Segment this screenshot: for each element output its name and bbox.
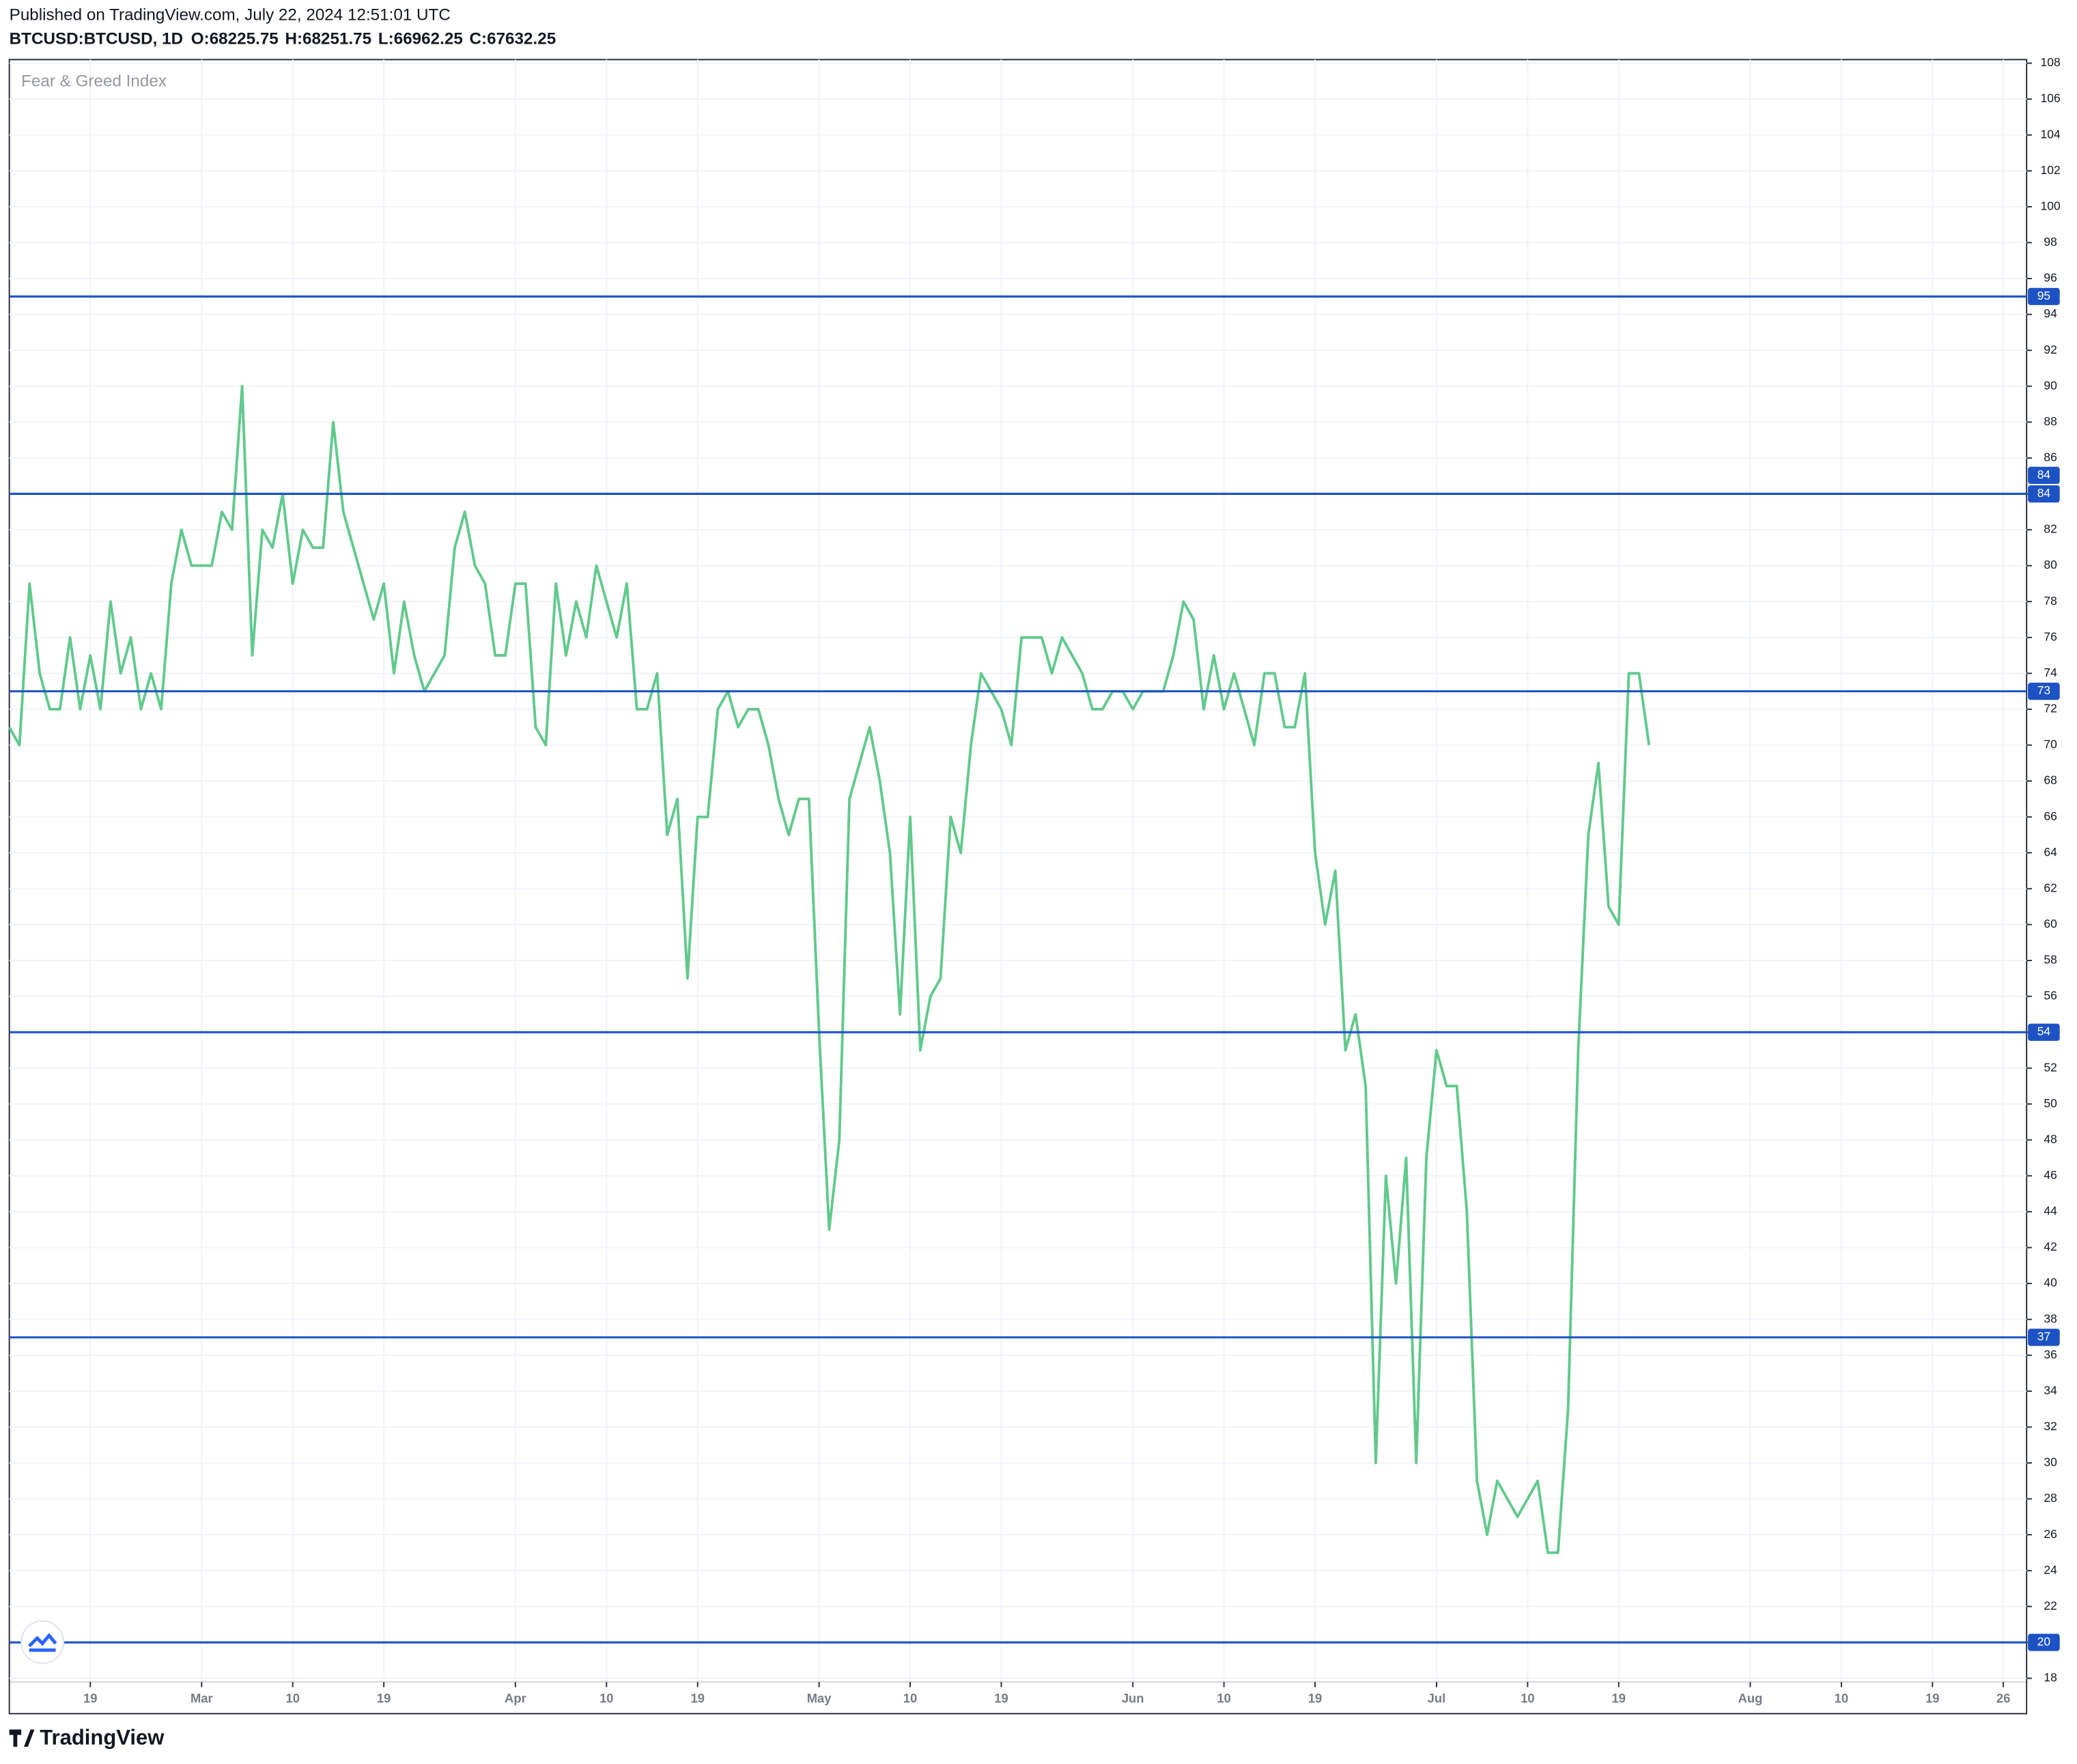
y-tick-label: 102 xyxy=(2041,163,2061,177)
y-tick-label: 72 xyxy=(2044,702,2057,715)
y-tick-label: 46 xyxy=(2044,1168,2057,1182)
footer-logo: TradingView xyxy=(9,1725,165,1749)
y-tick-label: 34 xyxy=(2044,1383,2057,1397)
x-tick-label: 10 xyxy=(599,1691,613,1705)
x-tick-label: Apr xyxy=(505,1691,526,1705)
y-tick-label: 66 xyxy=(2044,809,2057,823)
y-tick-label: 22 xyxy=(2044,1599,2057,1612)
y-tick-label: 108 xyxy=(2041,55,2061,69)
level-label: 84 xyxy=(2037,486,2051,500)
ohlc-label: L: xyxy=(378,30,394,48)
x-tick-label: 10 xyxy=(286,1691,300,1705)
y-tick-label: 28 xyxy=(2044,1491,2057,1505)
ohlc-value: 68225.75 xyxy=(210,30,279,48)
x-tick-label: 19 xyxy=(377,1691,391,1705)
ohlc-value: 68251.75 xyxy=(302,30,371,48)
x-tick-label: 19 xyxy=(1308,1691,1322,1705)
x-tick-label: 10 xyxy=(903,1691,917,1705)
ohlc-value: 66962.25 xyxy=(394,30,463,48)
y-tick-label: 42 xyxy=(2044,1240,2057,1253)
ohlc: O: 68225.75 H: 68251.75 L: 66962.25 C: 67632.25 xyxy=(191,30,556,48)
y-tick-label: 80 xyxy=(2044,558,2057,571)
level-label-box xyxy=(2028,287,2060,305)
frame xyxy=(8,59,2028,1715)
x-tick-label: 19 xyxy=(83,1691,97,1705)
level-label: 20 xyxy=(2037,1634,2051,1648)
level-label-box xyxy=(2028,683,2060,700)
y-tick-label: 90 xyxy=(2044,378,2057,392)
y-tick-label: 78 xyxy=(2044,594,2057,608)
y-tick-label: 74 xyxy=(2044,666,2057,679)
x-tick-label: May xyxy=(807,1691,832,1705)
ohlc-label: H: xyxy=(285,30,302,48)
x-tick-label: Mar xyxy=(190,1691,213,1705)
x-tick-label: 10 xyxy=(1521,1691,1534,1705)
level-label-box xyxy=(2028,1023,2060,1041)
y-tick-label: 38 xyxy=(2044,1311,2057,1325)
y-tick-label: 58 xyxy=(2044,953,2057,967)
y-tick-label: 26 xyxy=(2044,1527,2057,1541)
y-tick-label: 44 xyxy=(2044,1204,2057,1218)
x-tick-label: 19 xyxy=(690,1691,704,1705)
y-tick-label: 92 xyxy=(2044,343,2057,356)
pane-border xyxy=(8,59,2028,1683)
plot: 95 84 84 73 54 37 20 xyxy=(8,287,2060,1651)
y-tick-label: 36 xyxy=(2044,1348,2057,1361)
y-tick-label: 100 xyxy=(2041,199,2061,212)
y-tick-label: 56 xyxy=(2044,988,2057,1002)
x-tick-label: Jun xyxy=(1122,1691,1144,1705)
symbol: BTCUSD:BTCUSD, 1D xyxy=(10,30,183,48)
level-label-box xyxy=(2028,485,2060,503)
level-label: 95 xyxy=(2037,289,2050,302)
x-tick-label: 26 xyxy=(1996,1691,2010,1705)
x-tick-label: 19 xyxy=(994,1691,1008,1705)
x-tick-label: 10 xyxy=(1835,1691,1848,1705)
y-tick-label: 32 xyxy=(2044,1419,2057,1433)
y-tick-label: 94 xyxy=(2044,307,2057,320)
y-tick-label: 70 xyxy=(2044,737,2057,751)
y-tick-label: 104 xyxy=(2041,127,2061,141)
level-label: 73 xyxy=(2037,683,2050,697)
level-label: 37 xyxy=(2037,1330,2050,1343)
x-tick-label: Aug xyxy=(1738,1691,1763,1705)
grid: 18 20 22 24 26 28 30 32 34 36 38 40 42 44 46 48 50 52 54 56… xyxy=(9,55,2061,1705)
y-tick-label: 60 xyxy=(2044,917,2057,930)
y-tick-label: 76 xyxy=(2044,629,2057,643)
level-label-box xyxy=(2028,1328,2060,1346)
y-tick-label: 86 xyxy=(2044,450,2057,464)
level-label-box xyxy=(2028,466,2060,484)
y-tick-label: 96 xyxy=(2044,271,2057,285)
y-tick-label: 18 xyxy=(2044,1670,2057,1684)
x-tick-label: Jul xyxy=(1428,1691,1446,1705)
y-tick-label: 48 xyxy=(2044,1132,2057,1146)
level-label: 54 xyxy=(2037,1025,2051,1038)
ohlc-label: C: xyxy=(470,30,488,48)
y-tick-label: 40 xyxy=(2044,1276,2057,1290)
y-tick-label: 88 xyxy=(2044,414,2057,428)
y-tick-label: 68 xyxy=(2044,773,2057,787)
brand: TradingView xyxy=(40,1725,165,1749)
tv-badge xyxy=(20,1620,65,1664)
y-tick-label: 30 xyxy=(2044,1455,2057,1469)
y-tick-label: 62 xyxy=(2044,881,2057,894)
x-tick-label: 19 xyxy=(1612,1691,1626,1705)
y-tick-label: 24 xyxy=(2044,1563,2057,1576)
published-note: Published on TradingView.com, July 22, 2… xyxy=(10,6,451,25)
y-tick-label: 82 xyxy=(2044,522,2057,536)
y-tick-label: 64 xyxy=(2044,845,2057,859)
x-tick-label: 19 xyxy=(1925,1691,1939,1705)
y-tick-label: 52 xyxy=(2044,1060,2057,1074)
y-tick-label: 50 xyxy=(2044,1096,2057,1110)
x-tick-label: 10 xyxy=(1217,1691,1230,1705)
level-label: 84 xyxy=(2037,468,2051,481)
y-tick-label: 98 xyxy=(2044,235,2057,248)
ohlc-value: 67632.25 xyxy=(487,30,556,48)
y-tick-label: 106 xyxy=(2041,91,2061,105)
level-label-box xyxy=(2028,1634,2060,1651)
data-line xyxy=(8,384,1651,1554)
ohlc-label: O: xyxy=(191,30,210,48)
indicator-title: Fear & Greed Index xyxy=(21,72,167,91)
